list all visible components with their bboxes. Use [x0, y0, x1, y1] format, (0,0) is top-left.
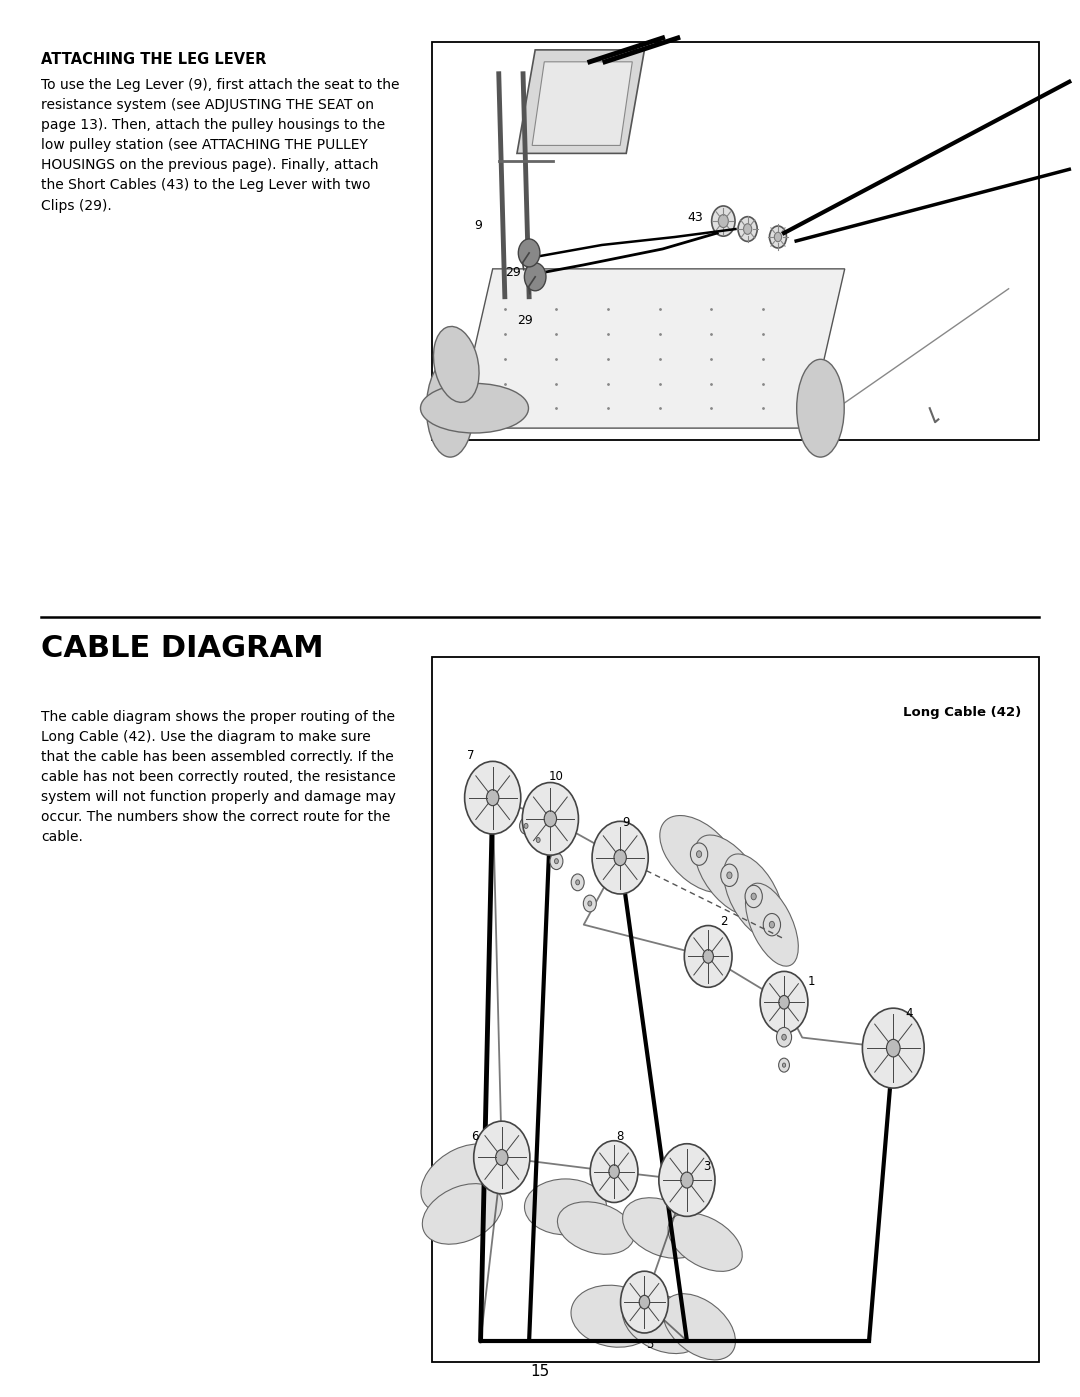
Circle shape — [544, 810, 556, 827]
Text: 29: 29 — [504, 267, 521, 279]
Ellipse shape — [660, 816, 739, 893]
Polygon shape — [456, 268, 845, 427]
Ellipse shape — [421, 1144, 503, 1213]
Circle shape — [777, 1027, 792, 1046]
Ellipse shape — [622, 1197, 703, 1259]
Circle shape — [523, 782, 579, 855]
Text: 3: 3 — [703, 1160, 710, 1172]
Circle shape — [779, 1058, 789, 1071]
Ellipse shape — [696, 835, 764, 915]
Circle shape — [769, 922, 774, 928]
Text: 5: 5 — [646, 1337, 653, 1351]
Circle shape — [760, 971, 808, 1034]
Ellipse shape — [797, 359, 845, 457]
Text: 9: 9 — [474, 218, 483, 232]
Ellipse shape — [427, 359, 474, 457]
Text: CABLE DIAGRAM: CABLE DIAGRAM — [41, 634, 324, 664]
Circle shape — [727, 872, 732, 879]
Circle shape — [524, 823, 528, 828]
Circle shape — [537, 838, 540, 842]
Text: 10: 10 — [549, 770, 563, 784]
Ellipse shape — [420, 383, 528, 433]
Circle shape — [680, 1172, 693, 1187]
Circle shape — [697, 851, 702, 858]
Ellipse shape — [669, 1213, 742, 1271]
Text: 43: 43 — [687, 211, 703, 224]
Ellipse shape — [433, 327, 480, 402]
Circle shape — [712, 205, 735, 236]
Text: To use the Leg Lever (9), first attach the seat to the
resistance system (see AD: To use the Leg Lever (9), first attach t… — [41, 78, 400, 212]
Ellipse shape — [571, 1285, 657, 1347]
Circle shape — [496, 1150, 508, 1165]
Circle shape — [769, 226, 786, 249]
Polygon shape — [532, 61, 632, 145]
Bar — [432, 657, 1039, 1362]
Text: 8: 8 — [616, 1130, 623, 1143]
Text: 6: 6 — [471, 1130, 478, 1143]
Text: ATTACHING THE LEG LEVER: ATTACHING THE LEG LEVER — [41, 52, 267, 67]
Circle shape — [738, 217, 757, 242]
Ellipse shape — [724, 854, 784, 939]
Ellipse shape — [525, 1179, 607, 1235]
Circle shape — [486, 789, 499, 806]
Circle shape — [531, 831, 544, 848]
Circle shape — [590, 1141, 638, 1203]
Circle shape — [571, 875, 584, 891]
Circle shape — [779, 996, 789, 1009]
Circle shape — [588, 901, 592, 907]
Circle shape — [554, 859, 558, 863]
Circle shape — [745, 886, 762, 908]
Circle shape — [887, 1039, 900, 1058]
Ellipse shape — [557, 1201, 634, 1255]
Circle shape — [583, 895, 596, 912]
Circle shape — [518, 239, 540, 267]
Circle shape — [659, 1144, 715, 1217]
Text: 1: 1 — [807, 975, 814, 988]
Text: The cable diagram shows the proper routing of the
Long Cable (42). Use the diagr: The cable diagram shows the proper routi… — [41, 710, 396, 844]
Ellipse shape — [745, 883, 798, 967]
Text: 9: 9 — [622, 816, 630, 830]
Text: 4: 4 — [906, 1007, 914, 1020]
Circle shape — [525, 263, 546, 291]
Ellipse shape — [622, 1294, 703, 1354]
Circle shape — [690, 842, 707, 865]
Circle shape — [743, 224, 752, 235]
Circle shape — [519, 817, 532, 834]
Text: Long Cable (42): Long Cable (42) — [903, 705, 1021, 719]
Circle shape — [474, 1122, 530, 1194]
Circle shape — [613, 849, 626, 866]
Circle shape — [592, 821, 648, 894]
Circle shape — [609, 1165, 619, 1179]
Circle shape — [464, 761, 521, 834]
Circle shape — [550, 852, 563, 869]
Circle shape — [751, 893, 756, 900]
Circle shape — [639, 1295, 650, 1309]
Circle shape — [782, 1063, 785, 1067]
Ellipse shape — [422, 1183, 502, 1245]
Circle shape — [685, 926, 732, 988]
Polygon shape — [517, 50, 645, 154]
Circle shape — [764, 914, 781, 936]
Circle shape — [863, 1009, 924, 1088]
Text: 2: 2 — [720, 915, 728, 928]
Bar — [432, 42, 1039, 440]
Circle shape — [718, 215, 728, 228]
Circle shape — [782, 1034, 786, 1041]
Text: 15: 15 — [530, 1363, 550, 1379]
Circle shape — [621, 1271, 669, 1333]
Ellipse shape — [663, 1294, 735, 1359]
Text: 7: 7 — [468, 749, 475, 763]
Circle shape — [774, 232, 782, 242]
Text: 29: 29 — [517, 314, 532, 327]
Circle shape — [576, 880, 580, 884]
Circle shape — [720, 865, 738, 887]
Circle shape — [703, 950, 714, 963]
